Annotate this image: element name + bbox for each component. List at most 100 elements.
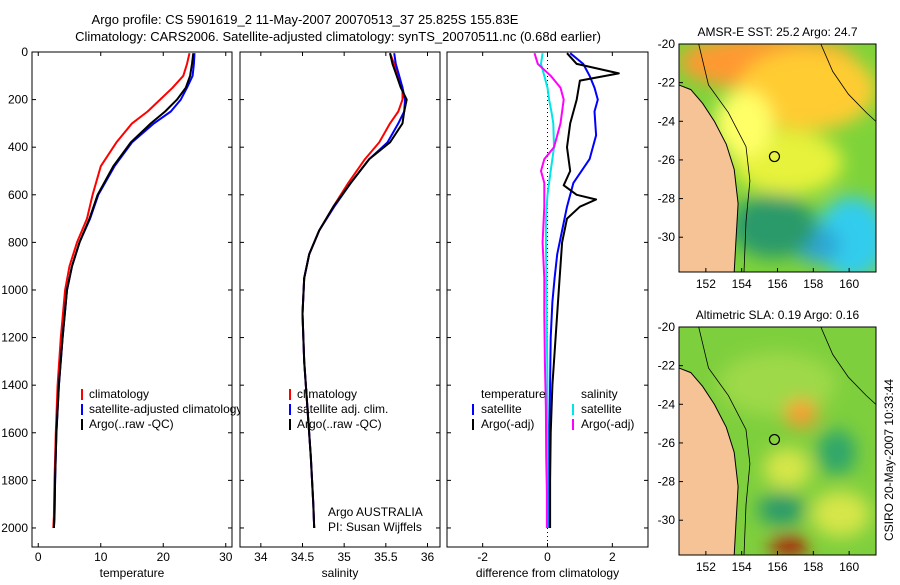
y-tick-label: -24 [658,114,676,128]
y-tick-label: -24 [658,397,676,411]
y-tick-label: 1000 [1,283,28,297]
x-axis-label: salinity [322,566,359,580]
legend-entry: satellite [581,402,622,416]
map-panel-sla_map: Altimetric SLA: 0.19 Argo: 0.16 152 154 156… [658,308,877,574]
legend-entry: climatology [89,387,149,401]
depth-contour [698,44,751,272]
map-blob [738,48,876,131]
depth-contour [820,327,876,405]
x-tick-label: 35 [337,550,351,564]
y-tick-label: 200 [8,93,28,107]
series-line-argo_salt [533,52,565,528]
chart-title: Argo profile: CS 5901619_2 11-May-2007 2… [92,12,519,27]
plot-panel-temperature: 0 10 20 30 0 200 400 600 800 1000 1200 1400 1600 1800… [1,45,242,580]
series-line-sat [548,52,599,528]
y-tick-label: -26 [658,153,676,167]
y-tick-label: -20 [658,37,676,51]
y-tick-label: 1600 [1,426,28,440]
legend-entry: satellite-adjusted climatology [89,402,242,416]
plot-panel-difference: -2 0 2 difference from climatology temperatu… [446,51,649,580]
x-tick-label: 156 [767,277,787,291]
map-blob [714,89,774,158]
x-tick-label: 160 [839,277,859,291]
legend-entry: satellite adj. clim. [297,402,388,416]
x-tick-label: 156 [767,560,787,574]
annotation: Argo AUSTRALIA [328,505,423,519]
x-tick-label: 0 [544,550,551,564]
y-tick-label: 800 [8,235,28,249]
y-tick-label: -30 [658,513,676,527]
map-blob [763,447,811,489]
series-line-argo [549,52,620,528]
map-field [679,44,876,272]
axes-frame [31,51,233,548]
map-blob [785,399,817,428]
y-tick-label: 1400 [1,378,28,392]
x-tick-label: 160 [839,560,859,574]
legend-group-header: salinity [581,387,618,401]
x-tick-label: 152 [696,560,716,574]
series-line-sat_salt [540,53,555,528]
x-tick-label: -2 [477,550,488,564]
y-tick-label: 1200 [1,331,28,345]
x-tick-label: 0 [35,550,42,564]
legend-entry: Argo(..raw -QC) [297,417,382,431]
map-blob [730,194,817,259]
depth-contour [820,44,876,122]
y-tick-label: 0 [21,45,28,59]
x-tick-label: 30 [219,550,233,564]
y-tick-label: 2000 [1,521,28,535]
map-blob [810,491,871,537]
legend-entry: climatology [297,387,357,401]
series-line-argo [52,53,195,529]
map-panel-sst_map: AMSR-E SST: 25.2 Argo: 24.7 152 154 156 158 1… [658,25,877,291]
depth-contour [698,327,751,555]
y-tick-label: 400 [8,140,28,154]
x-axis-label: temperature [100,566,165,580]
x-tick-label: 20 [157,550,171,564]
argo-location-marker [768,150,781,163]
y-tick-label: -22 [658,359,676,373]
legend-group-header: temperature [481,387,546,401]
x-tick-label: 152 [696,277,716,291]
chart-subtitle: Climatology: CARS2006. Satellite-adjuste… [75,29,601,44]
y-tick-label: 600 [8,188,28,202]
x-tick-label: 34.5 [291,550,315,564]
x-tick-label: 158 [803,560,823,574]
y-tick-label: -26 [658,436,676,450]
x-tick-label: 154 [732,277,752,291]
map-title: AMSR-E SST: 25.2 Argo: 24.7 [697,25,857,39]
x-axis-label: difference from climatology [476,566,619,580]
plots-layer: 0 10 20 30020040060080010001200140016001800… [1,25,877,580]
map-blob [769,536,810,555]
y-tick-label: 1800 [1,473,28,487]
legend-entry: Argo(-adj) [481,417,534,431]
plot-panel-salinity: 34 34.5 35 35.5 36 salinity climatologysatelli… [239,51,441,580]
annotation: PI: Susan Wijffels [328,520,422,534]
x-tick-label: 35.5 [374,550,398,564]
x-tick-label: 2 [609,550,616,564]
y-tick-label: -28 [658,475,676,489]
land-mass [679,367,739,555]
x-tick-label: 10 [94,550,108,564]
x-tick-label: 154 [732,560,752,574]
argo-location-marker [768,433,781,446]
timestamp-label: CSIRO 20-May-2007 10:33:44 [882,379,896,541]
legend-entry: Argo(-adj) [581,417,634,431]
y-tick-label: -22 [658,76,676,90]
map-field [679,327,876,555]
legend-entry: Argo(..raw -QC) [89,417,174,431]
x-tick-label: 34 [254,550,268,564]
x-tick-label: 158 [803,277,823,291]
map-blobs [718,352,871,555]
land-mass [679,84,739,272]
map-blob [816,429,857,476]
legend-entry: satellite [481,402,522,416]
map-blob [718,352,837,416]
axes-frame [239,51,441,548]
map-blob [757,493,806,526]
map-blobs [679,44,876,272]
y-tick-label: -28 [658,192,676,206]
y-tick-label: -20 [658,320,676,334]
